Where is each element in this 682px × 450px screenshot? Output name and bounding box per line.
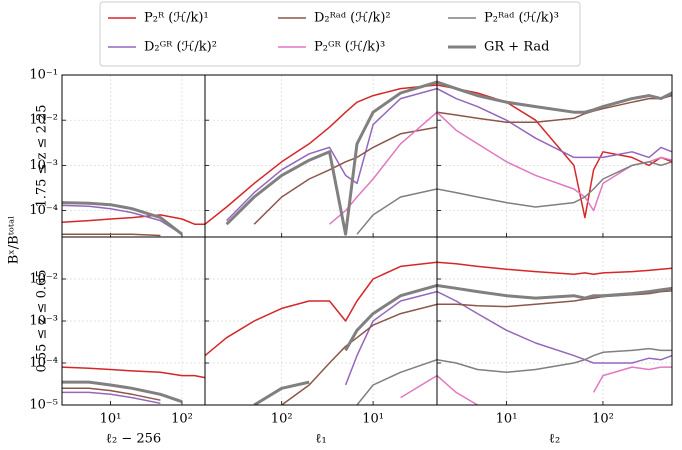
series-line	[62, 233, 161, 237]
plot-area	[437, 80, 672, 219]
legend-label: GR + Rad	[484, 40, 550, 55]
y-tick-label: 10⁻¹	[29, 68, 58, 83]
y-axis-label: Bˣ/Bᵗᵒᵗᵃˡ	[7, 216, 22, 265]
series-line	[226, 87, 437, 222]
x-tick-label: 10¹	[100, 412, 122, 427]
legend-label: P₂ᴿᵃᵈ (ℋ/k)³	[484, 11, 559, 26]
panel-frame	[436, 74, 673, 238]
series-line	[437, 87, 672, 159]
series-line	[437, 366, 672, 405]
x-axis-label: ℓ₁	[315, 432, 326, 447]
legend-label: D₂ᴿᵃᵈ (ℋ/k)²	[314, 11, 391, 26]
series-line	[62, 391, 161, 405]
row-label: 1.75 ≤ z ≤ 2.25	[35, 104, 50, 207]
series-line	[62, 366, 205, 379]
x-tick-label: 10²	[271, 412, 293, 427]
series-line	[62, 387, 161, 401]
series-line	[344, 290, 437, 386]
x-tick-label: 10²	[171, 412, 193, 427]
plot-area	[437, 261, 672, 405]
plot-area	[205, 80, 437, 236]
series-line	[62, 214, 205, 225]
x-axis-label: ℓ₂	[549, 432, 560, 447]
y-tick-label: 10⁻⁴	[29, 356, 58, 371]
legend-label: D₂ᴳᴿ (ℋ/k)²	[144, 40, 217, 55]
series-line	[62, 204, 183, 235]
y-tick-label: 10⁻³	[29, 158, 58, 173]
series-line	[437, 284, 672, 300]
y-tick-label: 10⁻⁵	[29, 398, 58, 413]
series-line	[253, 284, 437, 405]
x-axis-label: ℓ₂ − 256	[106, 432, 161, 447]
row-label: 0.55 ≤ z ≤ 0.65	[35, 269, 50, 372]
series-line	[356, 358, 437, 405]
series-line	[356, 188, 437, 235]
plot-area	[62, 366, 205, 405]
series-line	[437, 261, 672, 275]
x-tick-label: 10¹	[362, 412, 384, 427]
y-tick-label: 10⁻²	[29, 272, 58, 287]
y-tick-label: 10⁻⁴	[29, 203, 58, 218]
x-tick-label: 10¹	[496, 412, 518, 427]
series-line	[437, 347, 672, 374]
x-tick-label: 10²	[592, 412, 614, 427]
panel-frame	[436, 236, 673, 406]
plot-area	[62, 203, 205, 236]
series-line	[437, 80, 672, 114]
plot-area	[205, 261, 437, 405]
series-line	[437, 84, 672, 219]
series-line	[205, 84, 437, 225]
y-tick-label: 10⁻³	[29, 314, 58, 329]
series-line	[62, 380, 183, 404]
series-line	[253, 126, 437, 225]
y-tick-label: 10⁻²	[29, 113, 58, 128]
series-line	[62, 203, 205, 235]
series-line	[205, 261, 437, 357]
series-line	[400, 374, 437, 399]
series-line	[225, 80, 437, 236]
legend-label: P₂ᴿ (ℋ/k)¹	[144, 11, 209, 26]
legend-label: P₂ᴳᴿ (ℋ/k)³	[314, 40, 385, 55]
series-line	[437, 161, 672, 208]
